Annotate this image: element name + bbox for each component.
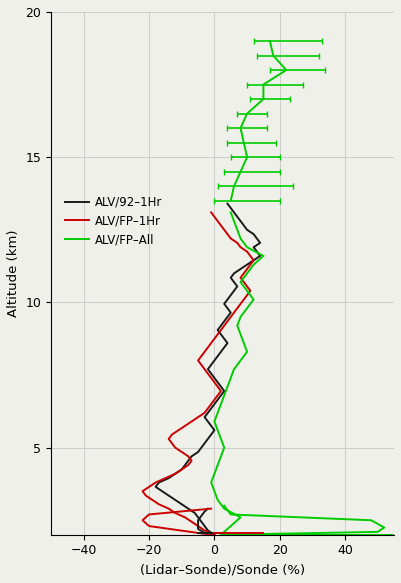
ALV/92–1Hr: [179, 466, 184, 473]
ALV/FP–All: [219, 453, 223, 460]
ALV/FP–All: [238, 331, 243, 338]
ALV/FP–All: [235, 226, 240, 233]
ALV/FP–All: [219, 531, 223, 538]
ALV/FP–1Hr: [248, 287, 253, 294]
ALV/FP–All: [238, 357, 243, 364]
ALV/FP–1Hr: [238, 274, 243, 281]
ALV/FP–All: [215, 427, 220, 434]
ALV/FP–All: [251, 261, 256, 268]
ALV/FP–All: [251, 296, 256, 303]
ALV/FP–All: [238, 235, 243, 242]
Line: ALV/FP–All: ALV/FP–All: [211, 212, 263, 535]
ALV/92–1Hr: [209, 422, 214, 429]
ALV/FP–All: [228, 522, 233, 529]
Legend: ALV/92–1Hr, ALV/FP–1Hr, ALV/FP–All: ALV/92–1Hr, ALV/FP–1Hr, ALV/FP–All: [61, 191, 167, 251]
ALV/FP–All: [219, 401, 223, 408]
ALV/FP–1Hr: [209, 209, 214, 216]
ALV/FP–All: [232, 366, 237, 373]
ALV/FP–All: [222, 444, 227, 451]
ALV/FP–All: [238, 314, 243, 321]
ALV/FP–All: [245, 270, 249, 277]
ALV/92–1Hr: [205, 418, 210, 425]
X-axis label: (Lidar–Sonde)/Sonde (%): (Lidar–Sonde)/Sonde (%): [140, 563, 305, 576]
ALV/FP–1Hr: [245, 265, 249, 272]
ALV/FP–1Hr: [241, 279, 246, 286]
ALV/92–1Hr: [212, 531, 217, 538]
ALV/FP–All: [215, 496, 220, 503]
Line: ALV/FP–1Hr: ALV/FP–1Hr: [142, 212, 253, 535]
ALV/FP–All: [235, 322, 240, 329]
ALV/FP–All: [222, 392, 227, 399]
ALV/FP–All: [225, 383, 230, 390]
Y-axis label: Altitude (km): Altitude (km): [7, 230, 20, 317]
ALV/FP–All: [228, 209, 233, 216]
ALV/FP–All: [232, 217, 237, 224]
ALV/FP–All: [245, 287, 249, 294]
ALV/FP–All: [238, 279, 243, 286]
ALV/92–1Hr: [219, 348, 223, 355]
ALV/FP–All: [228, 374, 233, 381]
ALV/FP–All: [209, 479, 214, 486]
ALV/FP–All: [219, 436, 223, 442]
ALV/FP–All: [212, 470, 217, 477]
ALV/FP–All: [245, 305, 249, 312]
ALV/FP–All: [215, 462, 220, 469]
ALV/FP–All: [212, 488, 217, 495]
ALV/FP–All: [212, 418, 217, 425]
Line: ALV/92–1Hr: ALV/92–1Hr: [156, 203, 260, 535]
ALV/92–1Hr: [215, 396, 220, 403]
ALV/FP–All: [241, 339, 246, 346]
ALV/FP–All: [222, 505, 227, 512]
ALV/92–1Hr: [222, 388, 227, 395]
ALV/FP–All: [238, 514, 243, 521]
ALV/FP–1Hr: [166, 505, 171, 512]
ALV/92–1Hr: [225, 200, 230, 207]
ALV/FP–All: [245, 348, 249, 355]
ALV/FP–All: [245, 244, 249, 251]
ALV/FP–All: [261, 252, 266, 259]
ALV/FP–1Hr: [212, 531, 217, 538]
ALV/FP–1Hr: [238, 244, 243, 251]
ALV/FP–All: [215, 409, 220, 416]
